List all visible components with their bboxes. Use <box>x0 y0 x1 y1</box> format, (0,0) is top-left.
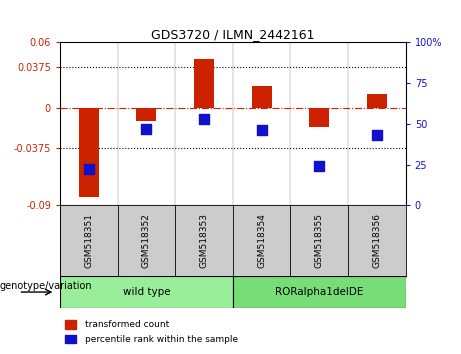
Point <box>315 164 323 169</box>
Bar <box>194 59 214 108</box>
Bar <box>60 276 233 308</box>
Text: GSM518352: GSM518352 <box>142 213 151 268</box>
Title: GDS3720 / ILMN_2442161: GDS3720 / ILMN_2442161 <box>151 28 314 41</box>
Bar <box>65 320 76 329</box>
Text: wild type: wild type <box>123 287 170 297</box>
Bar <box>79 108 99 196</box>
Text: GSM518354: GSM518354 <box>257 213 266 268</box>
Bar <box>65 335 76 343</box>
Point <box>142 126 150 132</box>
Bar <box>136 108 156 121</box>
Point <box>200 116 207 122</box>
Text: GSM518356: GSM518356 <box>372 213 381 268</box>
Bar <box>252 86 272 108</box>
Bar <box>233 276 406 308</box>
Text: genotype/variation: genotype/variation <box>0 281 93 291</box>
Text: GSM518351: GSM518351 <box>84 213 93 268</box>
Text: percentile rank within the sample: percentile rank within the sample <box>85 335 238 344</box>
Text: GSM518353: GSM518353 <box>200 213 208 268</box>
Text: RORalpha1delDE: RORalpha1delDE <box>275 287 363 297</box>
Point <box>373 132 381 138</box>
Text: transformed count: transformed count <box>85 320 170 329</box>
Point <box>85 167 92 172</box>
Text: GSM518355: GSM518355 <box>315 213 324 268</box>
Bar <box>309 108 329 127</box>
Bar <box>367 93 387 108</box>
Point <box>258 127 266 133</box>
